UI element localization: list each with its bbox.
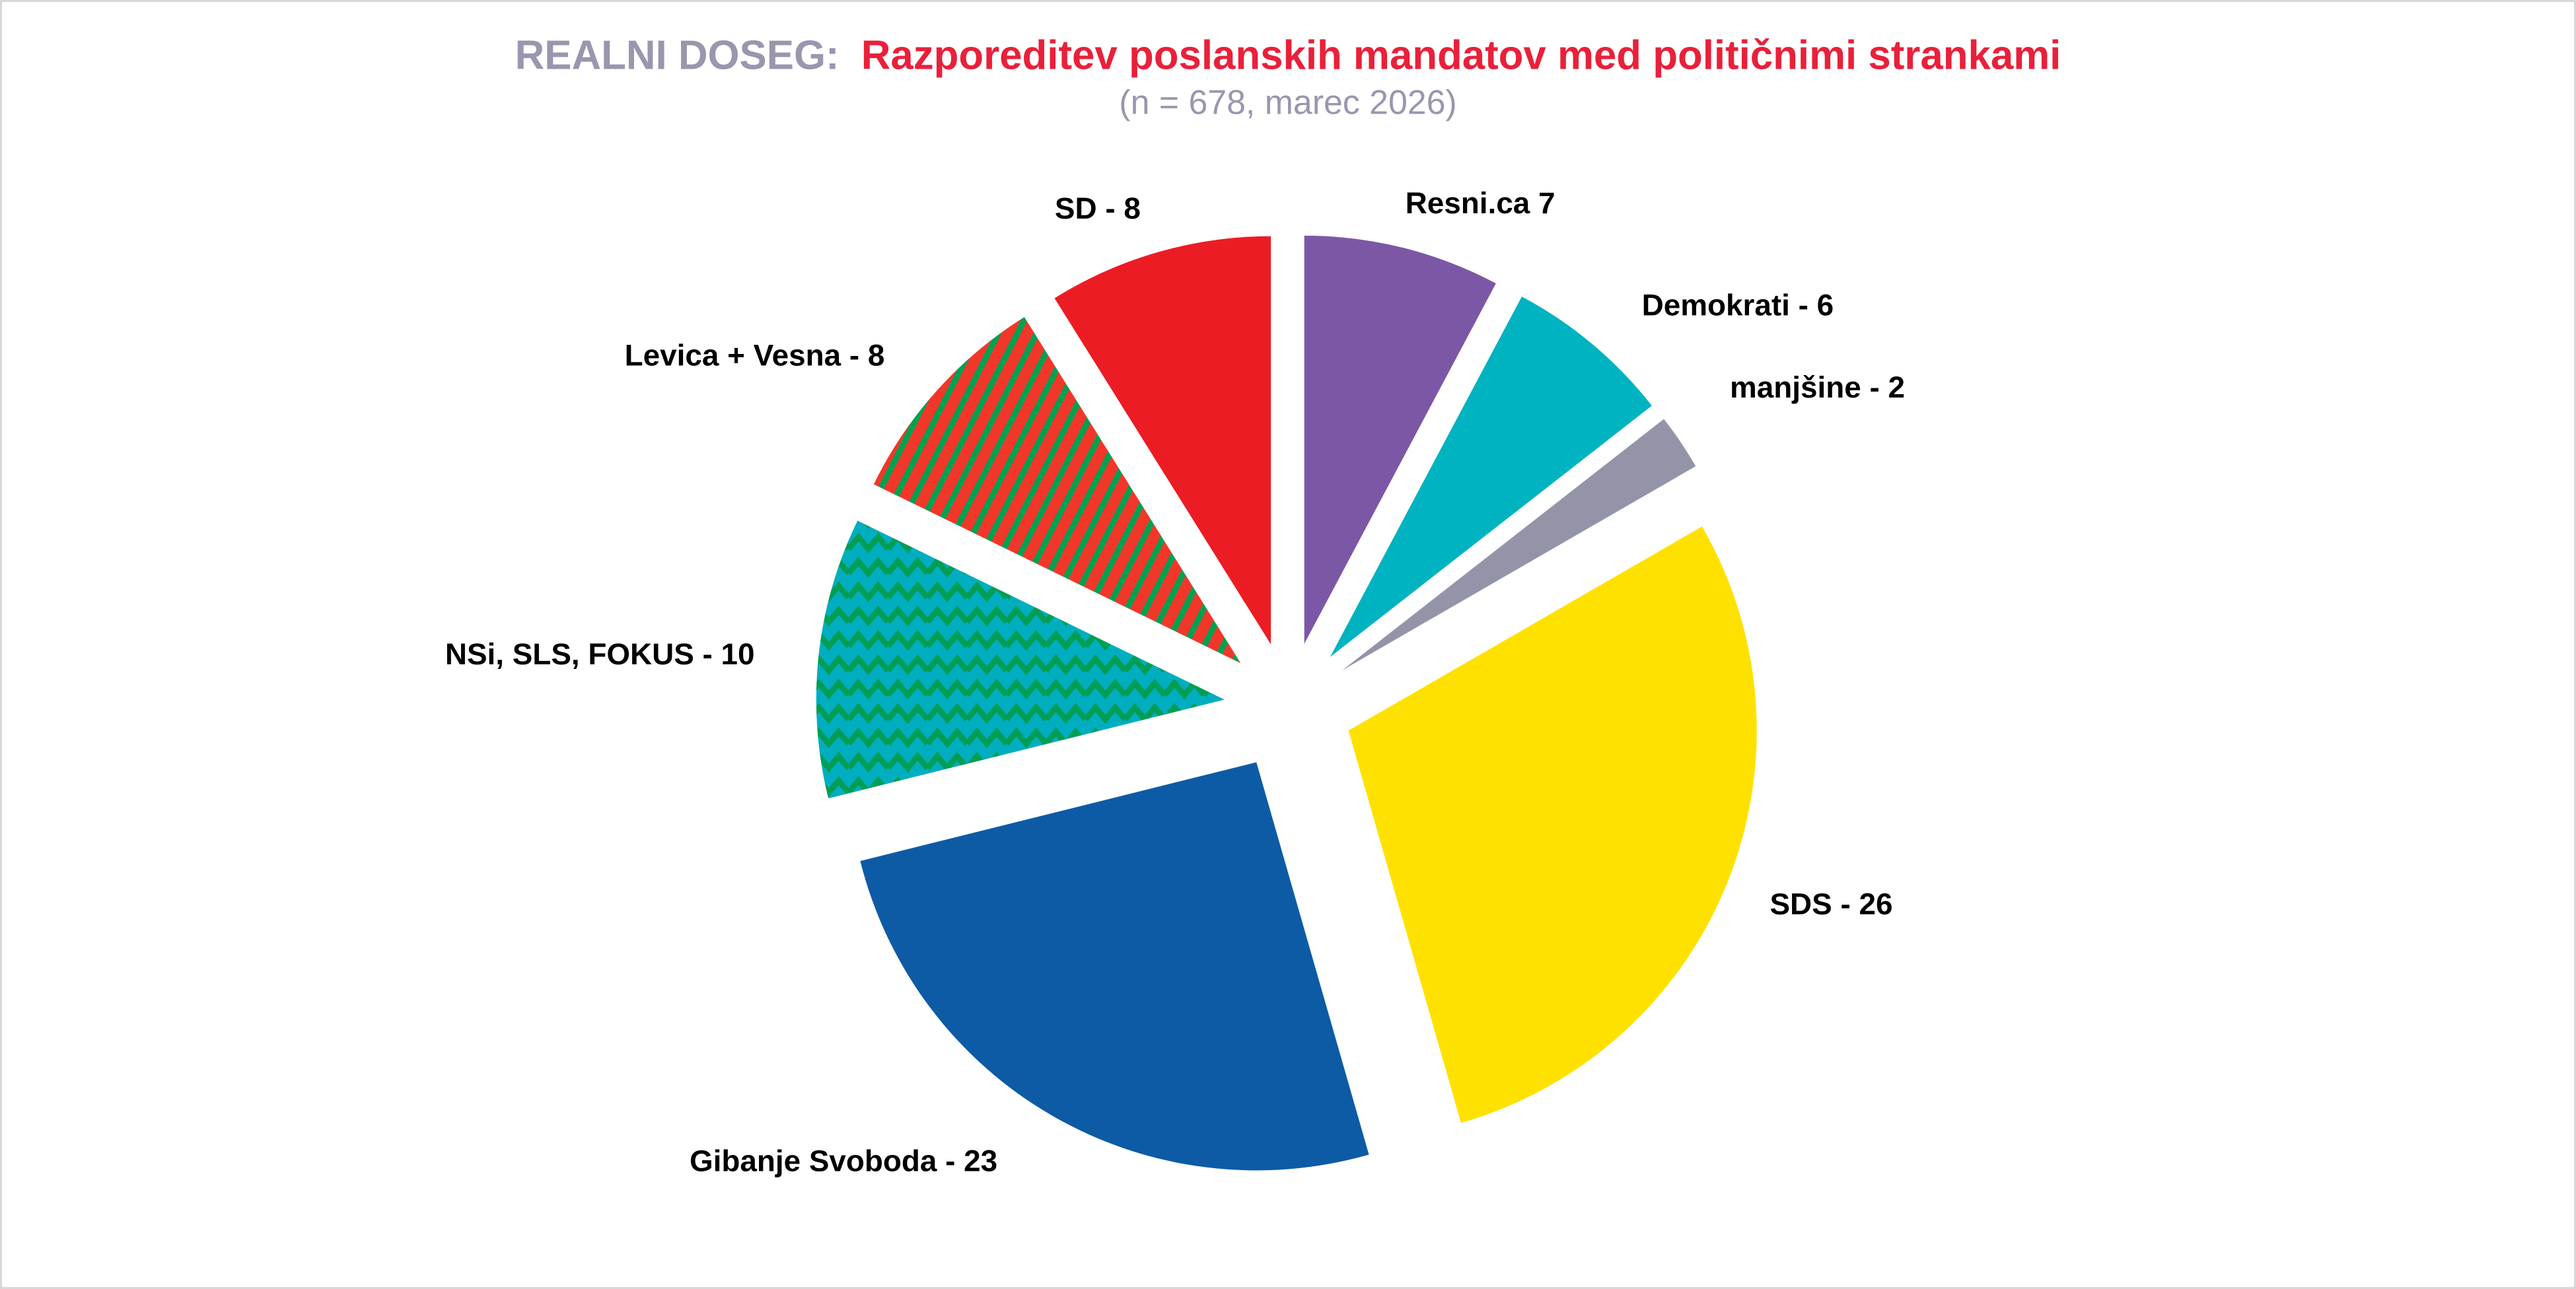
slice-label-levica-vesna: Levica + Vesna - 8 [625,337,885,372]
pie-slice-sds [1348,526,1757,1123]
pie-slice-nsi-sls-fokus [816,520,1225,799]
pie-slice-levica-vesna [873,317,1241,664]
pie-slice-sd [1054,236,1271,644]
slice-label-nsi-sls-fokus: NSi, SLS, FOKUS - 10 [445,637,755,671]
pie-slice-resni-ca [1304,235,1496,644]
slice-label-sd: SD - 8 [1055,191,1141,225]
slice-label-resni-ca: Resni.ca 7 [1406,186,1556,220]
pie-slice-demokrati [1330,296,1652,657]
chart-title-main: Razporeditev poslanskih mandatov med pol… [861,33,2061,79]
slice-label-gibanje-svoboda: Gibanje Svoboda - 23 [690,1144,997,1178]
chart-title: REALNI DOSEG: Razporeditev poslanskih ma… [515,33,2061,79]
slice-label-demokrati: Demokrati - 6 [1642,288,1834,322]
chart-subtitle: (n = 678, marec 2026) [1119,83,1456,121]
slice-label-manjsine: manjšine - 2 [1730,370,1905,404]
pie-slice-manjsine [1342,419,1696,671]
pie-slice-gibanje-svoboda [860,762,1369,1171]
pie-slices-layer: Resni.ca 7 Demokrati - 6 manjšine - 2 SDS -… [445,186,1905,1178]
chart-title-prefix: REALNI DOSEG: [515,33,840,79]
slice-label-sds: SDS - 26 [1770,887,1892,921]
